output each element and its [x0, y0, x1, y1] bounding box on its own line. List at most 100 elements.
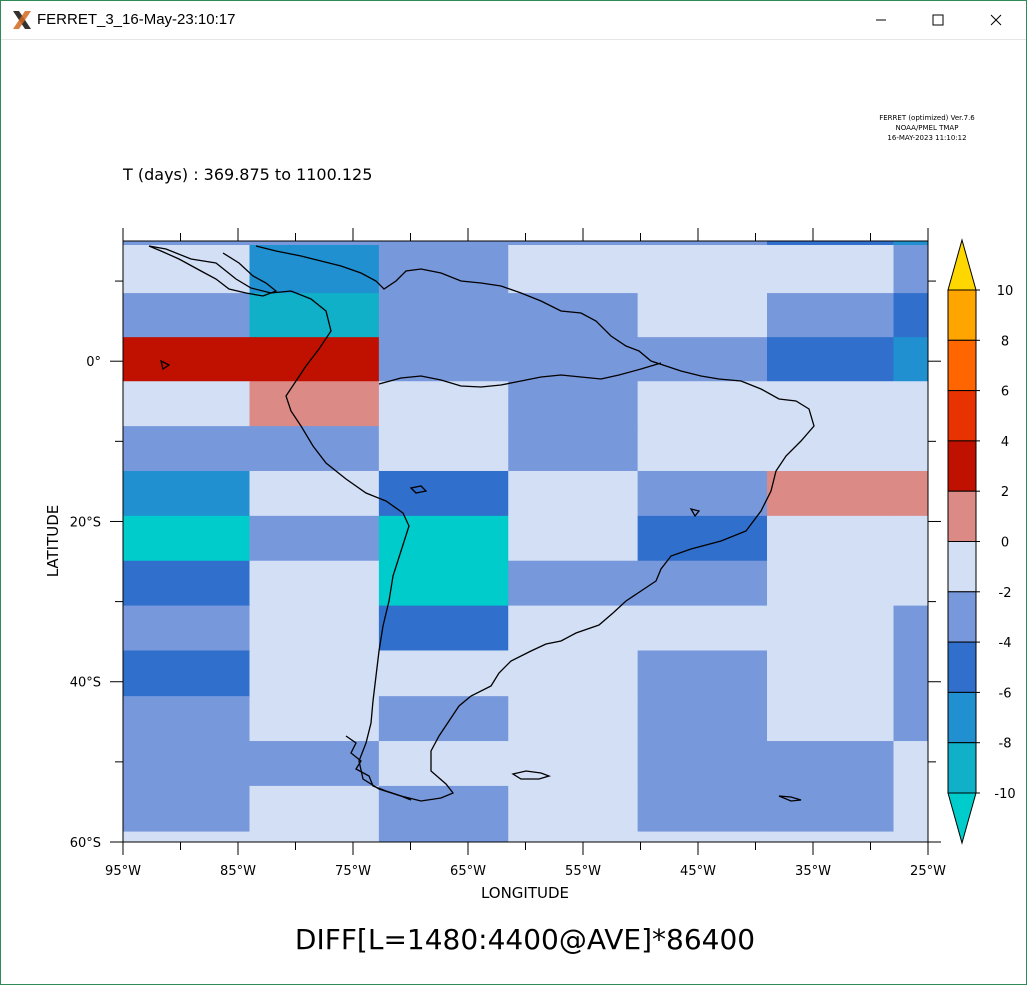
heatmap-cell: [378, 245, 509, 294]
heatmap-cell: [249, 696, 380, 742]
heatmap-cell: [767, 696, 894, 742]
minimize-button[interactable]: [858, 1, 904, 39]
heatmap-cells: [123, 241, 929, 843]
heatmap-cell: [893, 293, 929, 338]
heatmap-cell: [249, 381, 380, 427]
heatmap-cell: [508, 560, 639, 607]
colorbar-band: [947, 591, 977, 643]
heatmap-cell: [249, 741, 380, 787]
heatmap-cell: [893, 470, 929, 517]
heatmap-cell: [767, 470, 894, 517]
heatmap-cell: [637, 831, 768, 843]
heatmap-cell: [637, 696, 768, 742]
heatmap-cell: [378, 337, 509, 382]
heatmap-cell: [508, 515, 639, 562]
heatmap-cell: [123, 605, 250, 651]
colorbar-label: 10: [997, 284, 1014, 299]
heatmap-cell: [767, 650, 894, 697]
version-line-1: FERRET (optimized) Ver.7.6: [879, 114, 975, 122]
heatmap-cell: [123, 381, 250, 427]
heatmap-cell: [893, 245, 929, 294]
close-icon: [990, 14, 1002, 26]
colorbar-band: [947, 289, 977, 341]
heatmap-cell: [508, 293, 639, 338]
colorbar-label: 4: [1001, 435, 1009, 450]
heatmap-cell: [123, 650, 250, 697]
heatmap-cell: [637, 245, 768, 294]
heatmap-cell: [249, 337, 380, 382]
ferret-plot: 95°W 85°W 75°W 65°W 55°W 45°W 35°W 25°W 0° 20°S 4…: [44, 114, 1016, 956]
heatmap-cell: [378, 696, 509, 742]
heatmap-cell: [637, 381, 768, 427]
heatmap-cell: [378, 650, 509, 697]
coastline-inland-lake: [409, 485, 428, 494]
title-bar[interactable]: FERRET_3_16-May-23:10:17: [1, 1, 1026, 40]
heatmap-cell: [767, 831, 894, 843]
colorbar-band: [947, 440, 977, 492]
heatmap-cell: [249, 785, 380, 833]
heatmap-cell: [508, 650, 639, 697]
heatmap-cell: [637, 337, 768, 382]
colorbar-bottom-triangle: [947, 792, 977, 845]
coastline-inland-lake-2: [689, 507, 701, 518]
heatmap-cell: [893, 560, 929, 607]
heatmap-cell: [378, 381, 509, 427]
window-title: FERRET_3_16-May-23:10:17: [37, 11, 236, 28]
colorbar-label: 8: [1001, 334, 1009, 349]
heatmap-cell: [378, 470, 509, 517]
heatmap-cell: [123, 831, 250, 843]
colorbar-band: [947, 691, 977, 744]
colorbar-band: [947, 742, 977, 794]
heatmap-cell: [123, 741, 250, 787]
heatmap-cell: [123, 241, 250, 246]
colorbar-label: -10: [994, 787, 1015, 802]
heatmap-cell: [893, 515, 929, 562]
heatmap-cell: [893, 605, 929, 651]
heatmap-cell: [893, 426, 929, 472]
heatmap-cell: [508, 381, 639, 427]
heatmap-cell: [893, 785, 929, 833]
heatmap-cell: [767, 293, 894, 338]
heatmap-cell: [508, 245, 639, 294]
version-info: FERRET (optimized) Ver.7.6 NOAA/PMEL TMA…: [879, 114, 975, 142]
heatmap-cell: [378, 293, 509, 338]
heatmap-cell: [767, 515, 894, 562]
colorbar-band: [947, 390, 977, 442]
heatmap-cell: [508, 337, 639, 382]
y-tick-label: 40°S: [70, 676, 101, 691]
heatmap-cell: [508, 785, 639, 833]
y-axis-label: LATITUDE: [44, 505, 62, 578]
heatmap-cell: [378, 426, 509, 472]
heatmap-cell: [767, 381, 894, 427]
heatmap-cell: [249, 515, 380, 562]
heatmap-cell: [767, 741, 894, 787]
colorbar-label: -2: [999, 586, 1012, 601]
heatmap-cell: [508, 470, 639, 517]
time-range-label: T (days) : 369.875 to 1100.125: [122, 165, 372, 184]
heatmap-cell: [893, 241, 929, 246]
heatmap-cell: [249, 241, 380, 246]
heatmap-cell: [508, 426, 639, 472]
heatmap-cell: [123, 293, 250, 338]
heatmap-cell: [637, 650, 768, 697]
x-tick-label: 25°W: [910, 864, 946, 879]
heatmap-cell: [637, 560, 768, 607]
coastline-south-georgia: [778, 795, 802, 802]
heatmap-cell: [508, 605, 639, 651]
colorbar-label: -4: [999, 636, 1012, 651]
coastline-central-america: [148, 245, 278, 297]
heatmap-cell: [123, 337, 250, 382]
heatmap-cell: [508, 696, 639, 742]
colorbar-labels: 10 8 6 4 2 0 -2 -4 -6 -8 -10: [976, 284, 1016, 802]
heatmap-cell: [637, 515, 768, 562]
heatmap-cell: [508, 831, 639, 843]
heatmap-cell: [637, 741, 768, 787]
heatmap-cell: [249, 245, 380, 294]
version-line-2: NOAA/PMEL TMAP: [896, 124, 959, 132]
close-button[interactable]: [973, 1, 1019, 39]
maximize-button[interactable]: [915, 1, 961, 39]
axis-ticks: [110, 228, 941, 855]
colorbar-label: 6: [1001, 385, 1009, 400]
heatmap-cell: [249, 470, 380, 517]
colorbar-label: 2: [1001, 485, 1009, 500]
